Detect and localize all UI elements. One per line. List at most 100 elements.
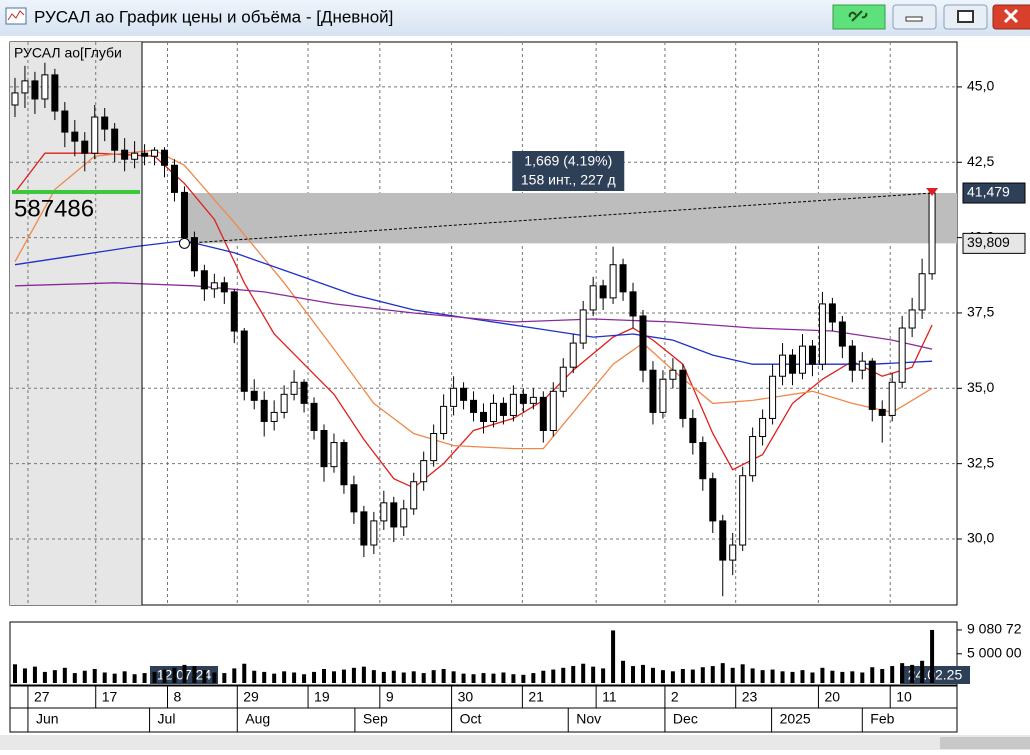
volume-bar xyxy=(710,666,715,683)
candle-body xyxy=(779,354,787,377)
window-title: РУСАЛ ао График цены и объёма - [Дневной… xyxy=(34,7,393,26)
price-label-box xyxy=(962,232,1026,254)
candle-body xyxy=(709,478,717,522)
candle-body xyxy=(519,393,527,404)
month-label: Sep xyxy=(363,711,388,727)
depth-value: 587486 xyxy=(14,195,94,222)
candle-body xyxy=(31,80,39,100)
app-icon xyxy=(5,7,27,25)
volume-bar xyxy=(601,668,606,683)
candle-body xyxy=(220,282,228,293)
measure-end xyxy=(926,188,939,197)
candle-body xyxy=(190,237,198,272)
app-icon-line xyxy=(7,10,25,21)
measure-text: 158 инт., 227 д xyxy=(521,172,616,188)
candle-body xyxy=(91,116,99,154)
candle-body xyxy=(290,381,298,395)
candle-body xyxy=(539,396,547,431)
month-label: Nov xyxy=(576,711,601,727)
volume-bar xyxy=(700,667,705,683)
candle-body xyxy=(499,402,507,416)
candle-body xyxy=(460,387,468,401)
scrollbar[interactable] xyxy=(0,735,1030,750)
volume-bar xyxy=(361,666,366,683)
candle-body xyxy=(669,369,677,380)
candle-body xyxy=(808,345,816,365)
candle-body xyxy=(858,360,866,371)
link-button[interactable] xyxy=(832,4,886,30)
volume-bar xyxy=(581,663,586,683)
close-icon xyxy=(1003,8,1019,24)
candle-body xyxy=(898,327,906,383)
volume-bar xyxy=(312,671,317,683)
volume-bar xyxy=(650,667,655,683)
volume-bar xyxy=(381,671,386,683)
volume-bar xyxy=(890,666,895,683)
volume-bar xyxy=(102,672,107,683)
x-tick-label: 21 xyxy=(528,689,544,705)
candle-body xyxy=(599,285,607,299)
candle-body xyxy=(81,140,89,154)
maximize-icon xyxy=(957,10,974,23)
candle-body xyxy=(838,321,846,347)
candle-body xyxy=(589,285,597,311)
candle-body xyxy=(749,436,757,477)
candle-body xyxy=(151,149,159,157)
measure-band xyxy=(184,193,957,244)
x-tick-label: 11 xyxy=(602,689,617,705)
candle-body xyxy=(21,80,29,94)
month-label: Aug xyxy=(245,711,270,727)
date-marker: 24.02.25 xyxy=(908,667,963,683)
volume-tick-label: 9 080 72 xyxy=(967,621,1022,637)
candle-body xyxy=(250,390,258,401)
volume-bar xyxy=(621,660,626,683)
candle-body xyxy=(300,381,308,404)
volume-bar xyxy=(371,670,376,683)
y-tick-label: 30,0 xyxy=(967,530,994,546)
volume-bar xyxy=(920,660,925,683)
volume-bar xyxy=(122,671,127,683)
x-tick-label: 2 xyxy=(671,689,679,705)
volume-bar xyxy=(212,672,217,683)
volume-bar xyxy=(770,669,775,683)
date-axis xyxy=(9,685,958,733)
volume-bar xyxy=(411,671,416,683)
candle-body xyxy=(818,303,826,365)
volume-bar xyxy=(531,673,536,683)
volume-bar xyxy=(730,667,735,683)
volume-bar xyxy=(391,670,396,683)
volume-bar xyxy=(740,664,745,683)
volume-bar xyxy=(840,671,845,683)
candle-body xyxy=(559,366,567,392)
candle-body xyxy=(659,378,667,413)
x-tick-label: 23 xyxy=(742,689,758,705)
x-tick-label: 17 xyxy=(102,689,118,705)
candle-body xyxy=(649,369,657,413)
candle-body xyxy=(549,390,557,431)
candle-body xyxy=(579,309,587,344)
candle-body xyxy=(230,291,238,332)
volume-bar xyxy=(222,673,227,683)
volume-bar xyxy=(880,668,885,683)
candle-body xyxy=(609,264,617,299)
volume-bar xyxy=(282,671,287,683)
volume-bar xyxy=(42,671,47,683)
volume-bar xyxy=(660,670,665,683)
candle-body xyxy=(759,417,767,438)
volume-bar xyxy=(471,674,476,683)
candle-body xyxy=(210,282,218,290)
candle-body xyxy=(51,74,59,112)
scroll-thumb[interactable] xyxy=(940,737,1030,749)
volume-bar xyxy=(850,671,855,683)
x-tick-label: 27 xyxy=(34,689,50,705)
candle-body xyxy=(769,375,777,419)
volume-bar xyxy=(611,630,616,683)
volume-bar xyxy=(521,674,526,683)
candle-body xyxy=(41,74,49,100)
volume-bar xyxy=(910,664,915,683)
volume-bar xyxy=(900,663,905,683)
y-tick-label: 35,0 xyxy=(967,379,994,395)
volume-bar xyxy=(511,674,516,683)
volume-bar xyxy=(790,671,795,683)
